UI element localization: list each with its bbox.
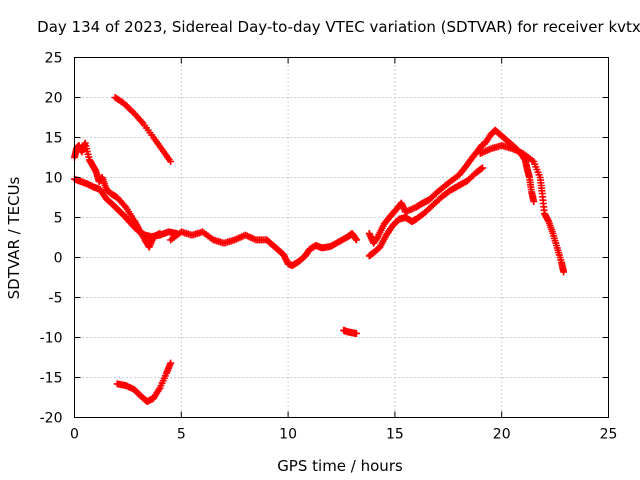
x-tick-label: 20 <box>493 427 511 443</box>
x-tick-label: 25 <box>600 427 618 443</box>
data-point <box>530 198 538 205</box>
data-point <box>352 236 360 244</box>
series-arc-late <box>476 142 568 276</box>
series-arc-early-lower <box>71 175 181 241</box>
data-point <box>167 158 175 165</box>
series-arc-rise-2 <box>365 164 486 260</box>
y-axis-label: SDTVAR / TECUs <box>5 176 23 299</box>
series-arc-descending-1 <box>111 94 175 165</box>
data-point <box>560 268 568 276</box>
y-tick-label: -10 <box>40 331 63 347</box>
y-tick-label: -15 <box>40 371 63 387</box>
series-arc-midday <box>167 228 360 269</box>
y-tick-label: 0 <box>54 251 63 267</box>
x-axis-label: GPS time / hours <box>277 457 403 475</box>
data-points <box>71 94 568 405</box>
x-tick-label: 0 <box>70 427 79 443</box>
x-tick-label: 10 <box>279 427 297 443</box>
axis-ticks: 0 5 10 15 20 25 -20 -15 -10 -5 0 5 10 15 20 25 <box>40 51 618 443</box>
y-tick-label: 20 <box>45 91 63 107</box>
y-tick-label: 25 <box>45 51 63 67</box>
y-tick-label: -20 <box>40 411 63 427</box>
series-arc-isolated <box>340 326 360 337</box>
data-point <box>352 330 360 337</box>
x-tick-label: 5 <box>177 427 186 443</box>
y-tick-label: 5 <box>54 211 63 227</box>
x-tick-label: 15 <box>386 427 404 443</box>
data-point <box>478 164 486 172</box>
series-arc-rise-1 <box>365 141 486 247</box>
y-tick-label: 10 <box>45 171 63 187</box>
chart-title: Day 134 of 2023, Sidereal Day-to-day VTE… <box>37 18 640 36</box>
series-arc-negative <box>113 359 175 405</box>
plot-frame <box>74 57 609 418</box>
series-arc-peak <box>481 126 538 205</box>
data-point <box>167 359 175 367</box>
y-tick-label: -5 <box>49 291 63 307</box>
y-tick-label: 15 <box>45 131 63 147</box>
